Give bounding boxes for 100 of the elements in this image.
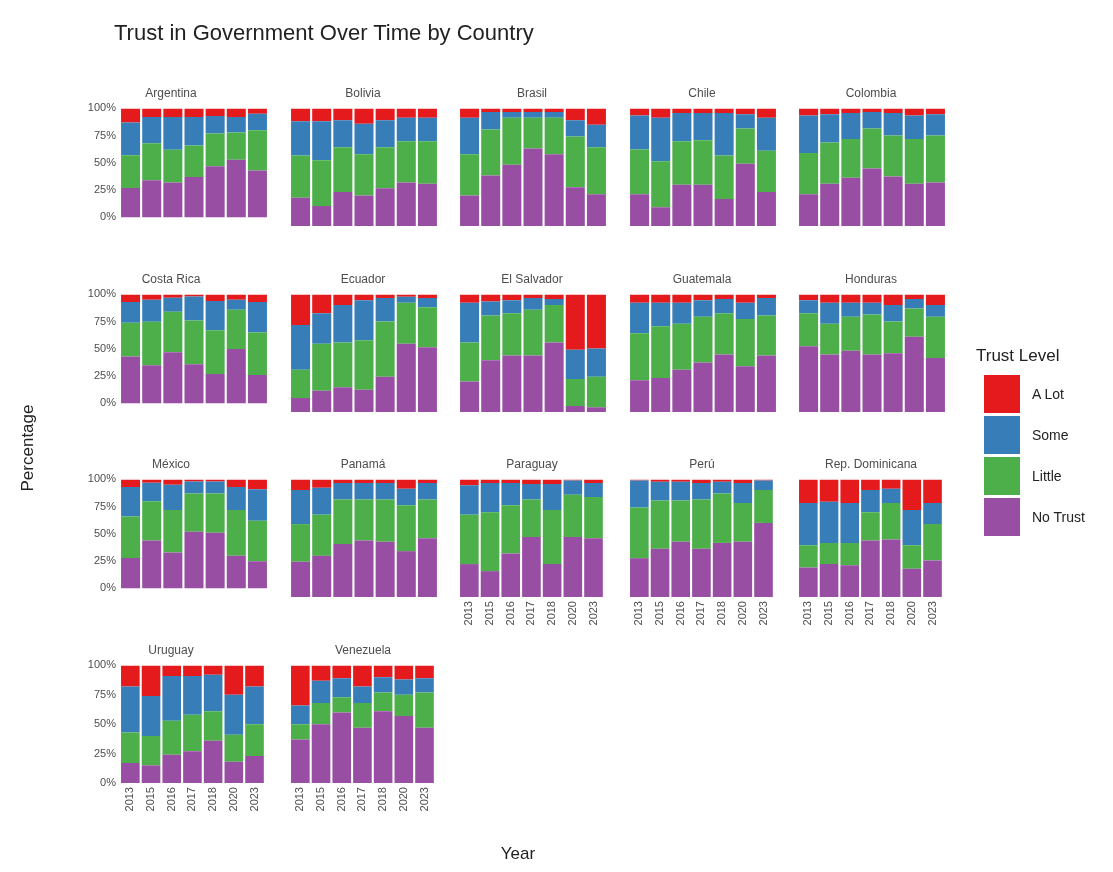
bar (923, 479, 942, 504)
bar (799, 545, 818, 568)
bar (691, 499, 711, 550)
bar (925, 182, 945, 226)
bar (883, 304, 903, 322)
y-tick-label: 100% (87, 658, 117, 671)
bar (650, 325, 670, 378)
bar (522, 499, 541, 538)
text: Some (1032, 427, 1069, 443)
y-tick-label: 50% (93, 527, 117, 540)
bar (290, 121, 310, 156)
bar (142, 294, 162, 300)
bar (650, 294, 670, 303)
bar (523, 111, 543, 118)
bar (565, 187, 585, 226)
bar (925, 294, 945, 305)
bar (205, 133, 225, 167)
bar (183, 676, 202, 715)
y-tick-label: 50% (93, 717, 117, 730)
bar (544, 304, 564, 343)
bar (184, 108, 204, 118)
bar (141, 696, 161, 737)
bar (142, 299, 162, 322)
bar (584, 483, 603, 498)
y-tick-label: 75% (93, 687, 117, 700)
bar (650, 549, 669, 598)
x-tick-label: 2020 (396, 787, 409, 812)
bar (629, 558, 649, 598)
bar (245, 756, 264, 784)
x-tick-label: 2018 (545, 601, 558, 626)
bar (881, 539, 901, 598)
bar (311, 479, 331, 489)
bar (224, 761, 244, 784)
bar (756, 150, 776, 192)
bar (290, 739, 310, 784)
bar (162, 720, 182, 755)
bar (331, 665, 351, 679)
bar (353, 195, 374, 226)
x-tick-label: 2015 (483, 601, 496, 626)
bar (522, 484, 541, 500)
bar (142, 483, 162, 502)
bar (841, 177, 861, 226)
bar (163, 294, 183, 298)
bar (141, 736, 161, 766)
bar (142, 180, 162, 218)
bar (290, 324, 310, 370)
x-tick-label: 2016 (334, 787, 347, 812)
bar (331, 678, 351, 698)
chart-title: Costa Rica (141, 271, 201, 286)
x-tick-label: 2015 (822, 601, 835, 626)
bar (163, 311, 183, 352)
bar (460, 108, 480, 118)
y-tick-label: 100% (87, 287, 117, 300)
bar (226, 556, 246, 589)
bar (184, 481, 204, 494)
bar (902, 569, 922, 598)
bar (586, 108, 606, 125)
bar (714, 312, 734, 355)
bar (331, 712, 351, 784)
bar (925, 114, 945, 136)
bar (480, 483, 500, 513)
bar (311, 680, 330, 704)
text: Year (500, 844, 536, 864)
bar (565, 120, 585, 137)
bar (396, 551, 416, 598)
bar (375, 188, 395, 226)
bar (226, 309, 246, 349)
bar (671, 302, 691, 324)
bar (396, 296, 416, 303)
bar (396, 182, 416, 226)
bar (375, 147, 395, 189)
bar (501, 553, 521, 598)
bar (650, 108, 670, 118)
bar (414, 727, 434, 784)
x-tick-label: 2015 (144, 787, 157, 812)
bar (861, 490, 880, 513)
bar (799, 567, 818, 598)
chart-title: Brasil (516, 85, 548, 100)
bar (417, 141, 437, 184)
bar (205, 330, 225, 374)
bar (756, 297, 776, 316)
bar (163, 485, 183, 511)
x-tick-label: 2016 (503, 601, 516, 626)
bar (629, 480, 649, 509)
bar (311, 515, 331, 557)
bar (501, 505, 521, 554)
bar (481, 315, 501, 360)
bar (394, 694, 413, 717)
bar (203, 674, 223, 712)
bar (565, 294, 585, 350)
bar (502, 111, 522, 118)
x-tick-label: 2013 (631, 601, 644, 626)
bar (375, 542, 395, 598)
bar (841, 113, 861, 139)
bar (733, 542, 752, 598)
x-tick-label: 2017 (863, 601, 876, 626)
bar (245, 686, 264, 725)
bar (396, 108, 416, 118)
bar (799, 503, 818, 546)
bar (671, 369, 691, 412)
